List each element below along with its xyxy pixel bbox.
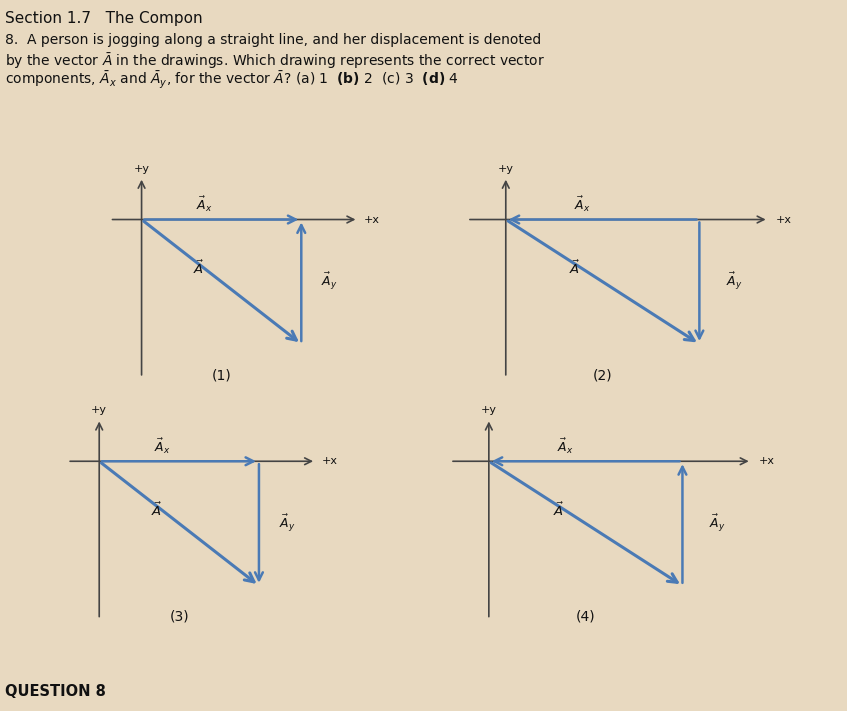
Text: +y: +y [134, 164, 150, 173]
Text: (3): (3) [169, 610, 189, 624]
Text: $\vec{A}_x$: $\vec{A}_x$ [196, 195, 213, 214]
Text: $\vec{A}_y$: $\vec{A}_y$ [280, 513, 296, 534]
Text: +y: +y [91, 405, 108, 415]
Text: +y: +y [498, 164, 514, 173]
Text: 8.  A person is jogging along a straight line, and her displacement is denoted: 8. A person is jogging along a straight … [5, 33, 541, 47]
Text: +x: +x [322, 456, 338, 466]
Text: $\vec{A}_y$: $\vec{A}_y$ [709, 513, 725, 534]
Text: Section 1.7   The Compon: Section 1.7 The Compon [5, 11, 202, 26]
Text: (2): (2) [593, 368, 612, 382]
Text: $\vec{A}_x$: $\vec{A}_x$ [153, 437, 170, 456]
Text: $\vec{A}$: $\vec{A}$ [569, 260, 580, 277]
Text: $\vec{A}$: $\vec{A}$ [193, 260, 204, 277]
Text: (1): (1) [212, 368, 231, 382]
Text: $\vec{A}$: $\vec{A}$ [552, 501, 563, 519]
Text: $\vec{A}$: $\vec{A}$ [151, 501, 162, 519]
Text: QUESTION 8: QUESTION 8 [5, 684, 106, 699]
Text: $\vec{A}_y$: $\vec{A}_y$ [726, 271, 742, 292]
Text: +x: +x [364, 215, 380, 225]
Text: (4): (4) [576, 610, 595, 624]
Text: $\vec{A}_x$: $\vec{A}_x$ [556, 437, 573, 456]
Text: +x: +x [759, 456, 774, 466]
Text: $\vec{A}_x$: $\vec{A}_x$ [573, 195, 590, 214]
Text: +x: +x [776, 215, 791, 225]
Text: components, $\bar{A}_x$ and $\bar{A}_y$, for the vector $\bar{A}$? (a) 1  $\math: components, $\bar{A}_x$ and $\bar{A}_y$,… [5, 70, 459, 91]
Text: $\vec{A}_y$: $\vec{A}_y$ [322, 271, 338, 292]
Text: +y: +y [481, 405, 497, 415]
Text: by the vector $\bar{A}$ in the drawings. Which drawing represents the correct ve: by the vector $\bar{A}$ in the drawings.… [5, 51, 545, 71]
